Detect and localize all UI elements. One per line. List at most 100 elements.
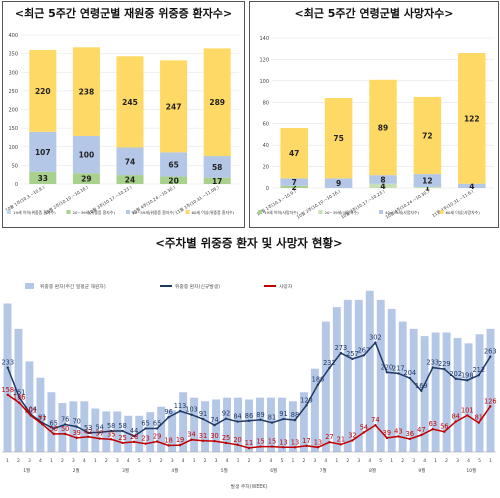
severe-label: 229 (438, 360, 451, 368)
data-label: 74 (125, 157, 135, 166)
bar-segment (324, 178, 353, 188)
death-point (477, 421, 480, 424)
data-label: 220 (35, 87, 51, 96)
death-point (18, 401, 21, 404)
death-label: 25 (222, 434, 230, 442)
severe-label: 186 (312, 376, 325, 384)
weekly-bar (267, 397, 275, 452)
week-label: 3 (116, 458, 119, 464)
death-label: 31 (199, 432, 207, 440)
death-point (6, 393, 9, 396)
weekly-bar (310, 368, 319, 452)
legend-label: 20~39세(사망자수) (325, 210, 360, 215)
y-tick-label: 60 (263, 122, 269, 128)
bar-segment (413, 174, 442, 187)
severe-point (259, 418, 262, 421)
weekly-bar (212, 399, 221, 452)
week-label: 3 (171, 458, 174, 464)
severe-by-age-panel: <최근 5주간 연령군별 재원중 위중증 환자수> 0 50 100 150 200 25… (2, 1, 245, 228)
death-point (489, 405, 492, 408)
week-label: 1 (193, 458, 196, 464)
severe-point (351, 357, 354, 361)
data-label: 4 (469, 182, 474, 191)
death-label: 32 (348, 431, 356, 439)
severe-point (52, 427, 55, 430)
month-label: 5월 (221, 467, 228, 474)
death-label: 20 (233, 436, 241, 444)
severe-label: 74 (210, 416, 218, 424)
legend-label: 40~59세(위중증 환자수) (132, 210, 175, 215)
severe-point (132, 434, 136, 438)
severe-point (6, 366, 9, 369)
death-label: 43 (394, 427, 402, 435)
bar-segment (413, 186, 442, 188)
weekly-bar (135, 415, 144, 452)
severe-point (454, 377, 457, 381)
death-point (178, 443, 182, 447)
severe-label: 202 (449, 370, 462, 378)
death-point (98, 437, 101, 440)
severe-label: 151 (13, 388, 26, 396)
bar-segment (369, 183, 397, 188)
month-label: 10월 (466, 467, 476, 474)
death-label: 136 (13, 394, 26, 402)
death-point (75, 436, 78, 440)
severe-label: 44 (130, 427, 138, 435)
weekly-bar (25, 361, 34, 452)
severe-point (397, 372, 400, 375)
weekly-bar (475, 334, 484, 452)
severe-label: 129 (300, 396, 313, 404)
weekly-trend-chart: 위중증 환자(주간 일평균 재원자) 위중증 환자(신규발생) 사망자2331511… (1, 283, 497, 490)
weekly-bar (3, 303, 12, 452)
severe-label: 70 (72, 418, 80, 426)
week-label: 3 (28, 458, 31, 464)
severe-point (431, 366, 435, 369)
y-tick-label: 0 (266, 186, 269, 192)
week-label: 4 (324, 458, 327, 464)
weekly-bar (299, 392, 308, 452)
weekly-bar (190, 397, 199, 452)
week-label: 3 (456, 458, 459, 464)
bar-segment (458, 53, 486, 184)
death-label: 54 (360, 423, 368, 431)
weekly-bar (354, 299, 363, 452)
weekly-bar (343, 299, 352, 452)
death-point (63, 432, 67, 436)
weekly-bar (464, 343, 473, 452)
legend-label: 19세 이하(위중증 환자수) (13, 210, 56, 215)
bar-segment (116, 56, 144, 148)
week-label: 1 (390, 458, 393, 464)
weekly-bar (168, 410, 177, 452)
severe-label: 96 (164, 408, 172, 416)
data-label: 100 (79, 151, 95, 160)
death-point (86, 435, 90, 438)
severe-point (109, 429, 113, 433)
week-label: 1 (489, 458, 492, 464)
death-point (132, 440, 136, 444)
severe-label: 233 (427, 359, 440, 367)
death-point (305, 444, 308, 448)
death-point (213, 439, 216, 443)
severe-point (178, 409, 182, 413)
death-label: 13 (291, 438, 299, 446)
bar-segment (72, 47, 100, 136)
severe-label: 217 (392, 364, 405, 372)
x-tick-label: 10월 3주(10.17.~10.23.) (340, 188, 387, 221)
severe-point (236, 420, 239, 423)
bar-segment (280, 185, 308, 188)
death-label: 101 (461, 406, 474, 414)
week-label: 2 (445, 458, 448, 464)
y-tick-label: 80 (263, 100, 269, 106)
legend-label: 20~39세(위중증 환자수) (73, 210, 116, 215)
x-tick-label: 10월 2주(10.10.~10.16.) (295, 188, 342, 221)
week-label: 5 (379, 458, 382, 464)
severe-label: 84 (233, 413, 241, 421)
week-label: 2 (105, 458, 108, 464)
severe-point (293, 418, 297, 422)
severe-point (247, 419, 251, 423)
week-label: 2 (204, 458, 207, 464)
death-label: 15 (256, 438, 264, 446)
legend-swatch (379, 210, 383, 214)
month-label: 6월 (270, 467, 277, 474)
